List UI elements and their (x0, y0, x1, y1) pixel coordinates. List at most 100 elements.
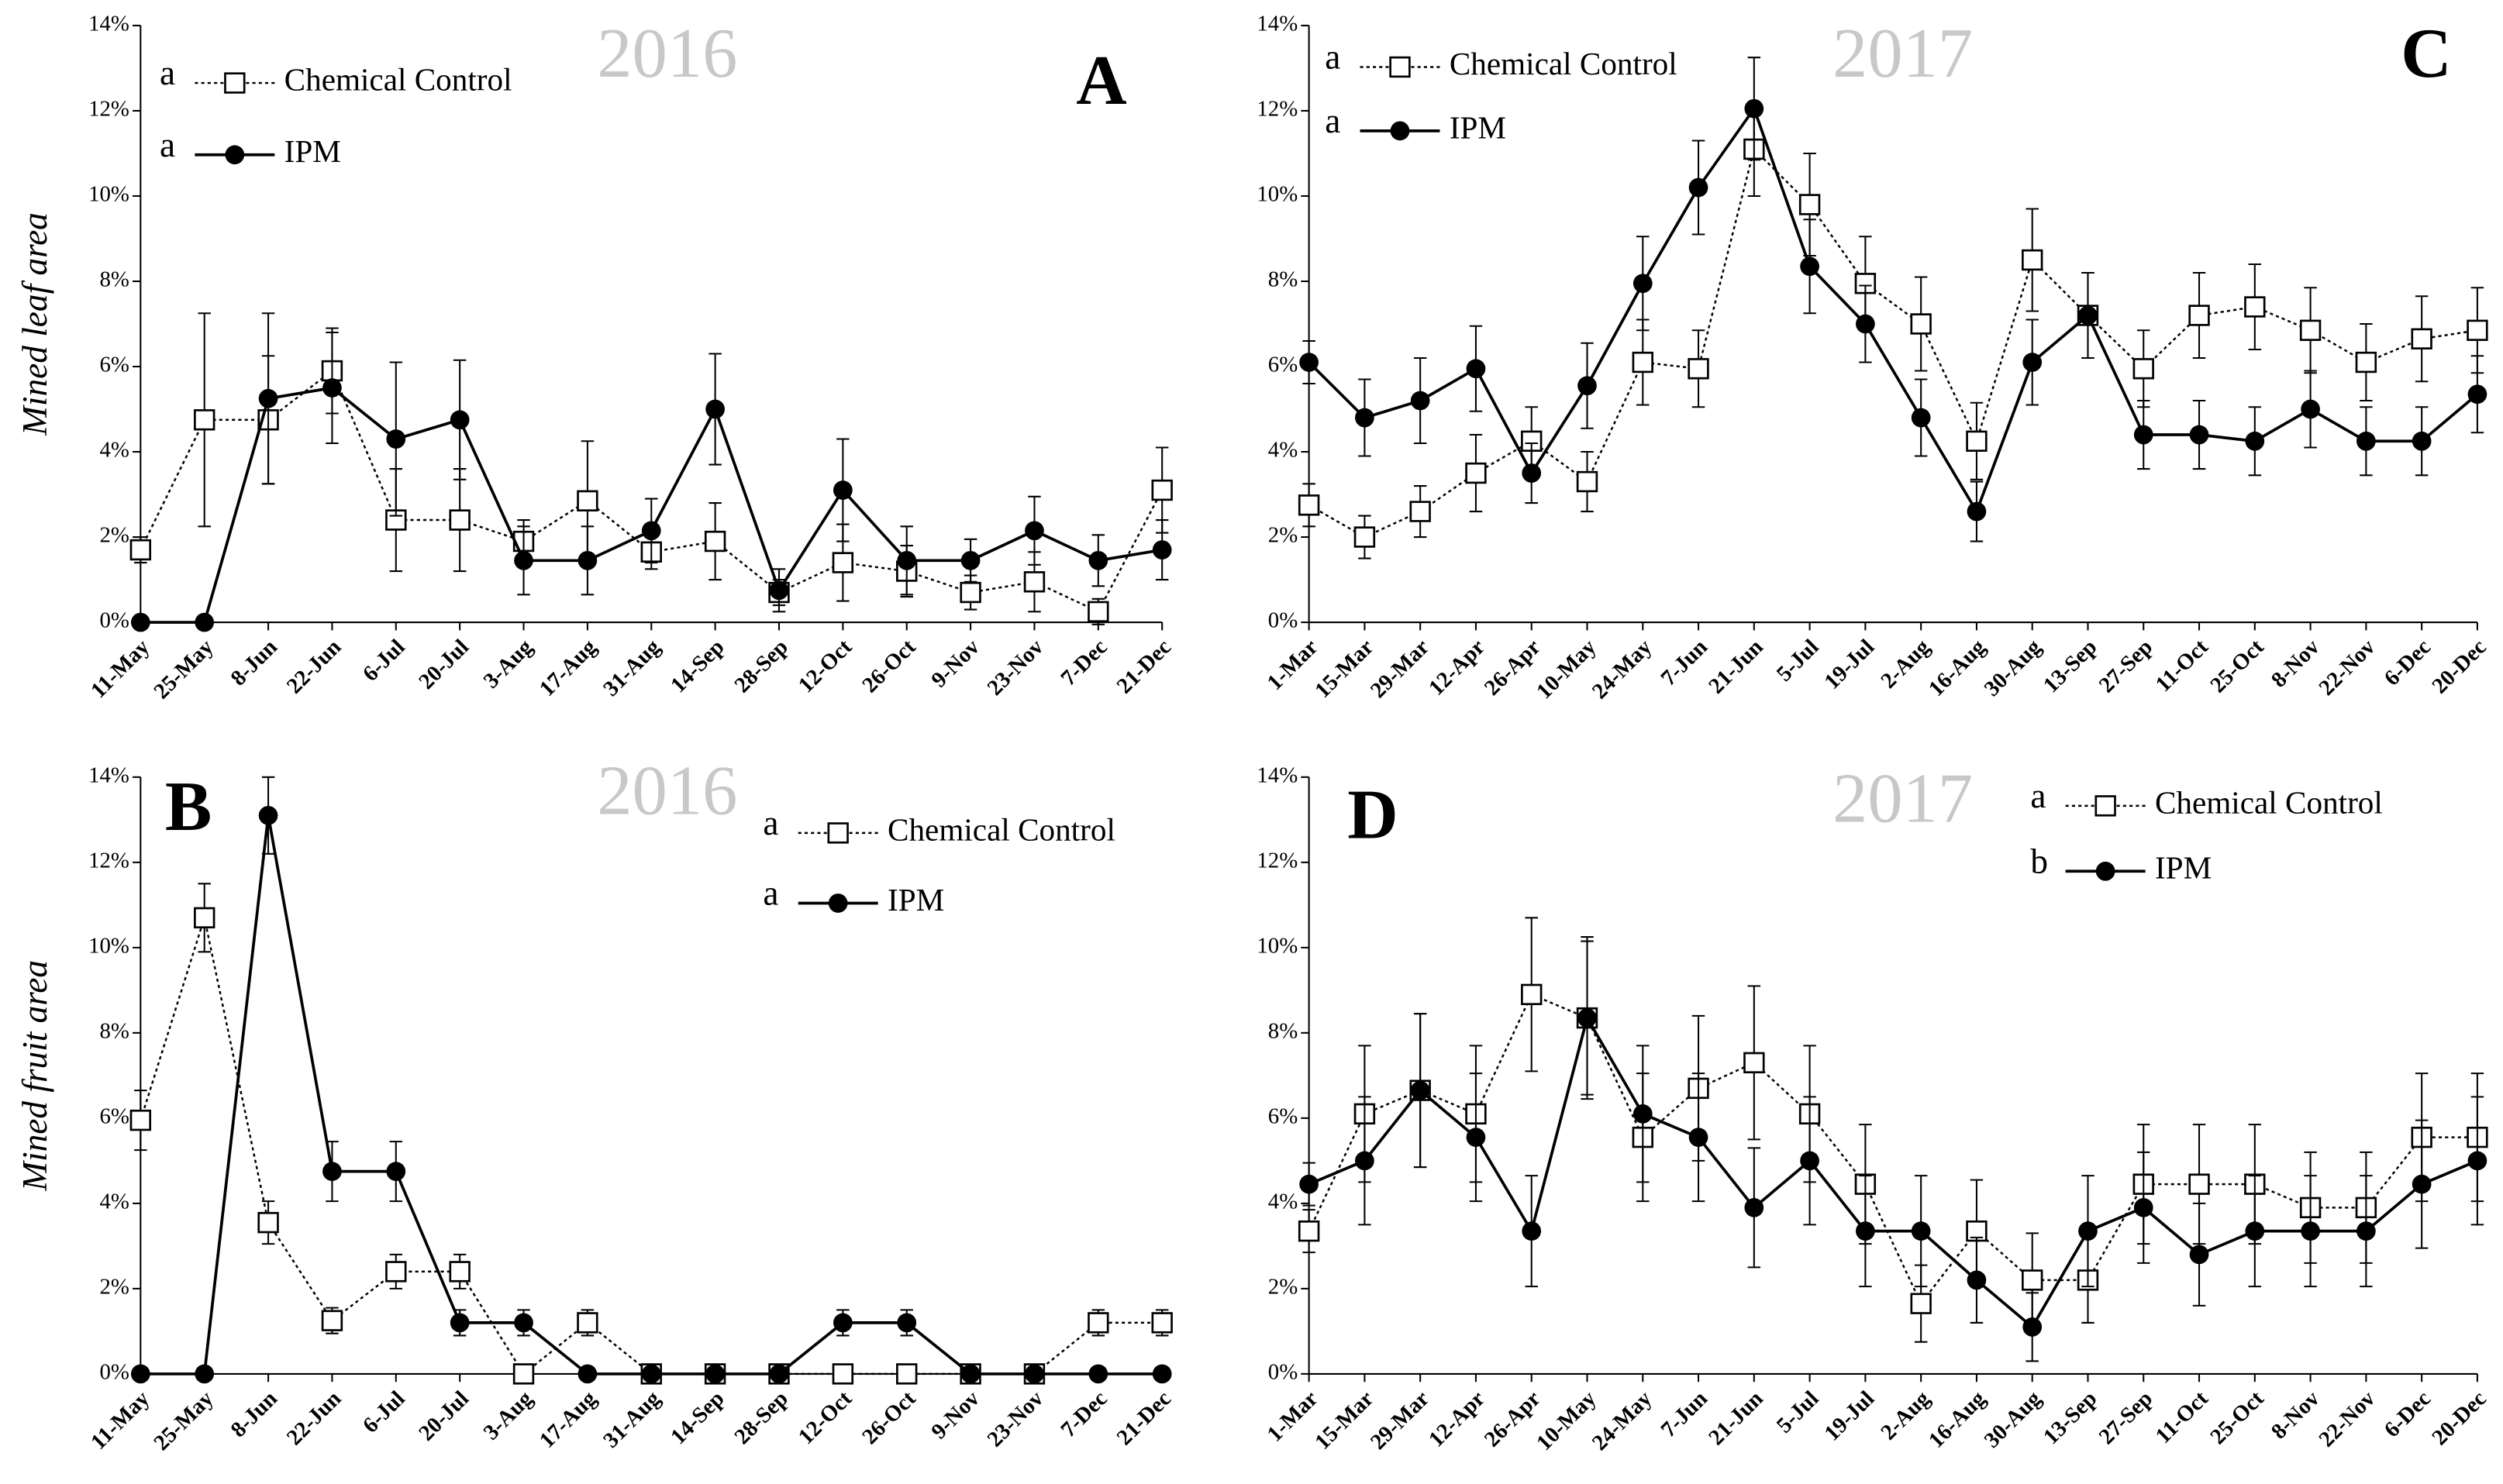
x-tick-label: 8-Jun (226, 635, 281, 690)
x-tick-label: 12-Oct (794, 1386, 857, 1449)
y-tick-label: 14% (88, 763, 129, 787)
legend-significance: a (1325, 38, 1340, 77)
x-tick-label: 23-Nov (982, 1386, 1048, 1451)
data-point (2467, 1151, 2487, 1171)
x-tick-label: 21-Dec (1112, 1386, 1176, 1451)
data-point (449, 1261, 471, 1283)
data-point (1522, 463, 1542, 483)
data-point (129, 1109, 152, 1131)
data-point (1577, 1008, 1597, 1028)
data-point (832, 1363, 854, 1385)
y-tick-label: 0% (100, 1360, 129, 1385)
data-point (194, 907, 215, 929)
data-point (130, 612, 150, 632)
data-point (1688, 358, 1709, 380)
series-line (1308, 1014, 2478, 1330)
x-tick-label: 14-Sep (666, 1386, 729, 1449)
x-tick-label: 21-Dec (1112, 635, 1176, 699)
data-point (2133, 425, 2153, 445)
data-point (1355, 1151, 1374, 1171)
y-tick-label: 0% (100, 608, 129, 633)
data-point (641, 521, 661, 541)
data-point (1152, 1364, 1172, 1384)
x-tick-label: 28-Sep (729, 1386, 792, 1449)
x-tick-label: 13-Sep (2039, 1386, 2101, 1449)
x-tick-label: 20-Jul (414, 635, 474, 694)
legend-significance: a (763, 804, 778, 842)
legend-significance: a (160, 53, 175, 92)
data-point (1088, 1312, 1109, 1334)
legend-marker (1389, 56, 1411, 78)
data-point (833, 1313, 853, 1333)
data-point (129, 539, 152, 561)
legend-label: Chemical Control (1450, 46, 1677, 81)
data-point (1152, 540, 1172, 560)
x-tick-label: 15-Mar (1310, 635, 1378, 703)
legend-marker (2095, 861, 2115, 881)
y-tick-label: 4% (1268, 438, 1298, 463)
x-tick-label: 30-Aug (1980, 1386, 2046, 1452)
data-point (195, 1364, 215, 1384)
data-point (1744, 1198, 1764, 1217)
y-tick-label: 2% (100, 1275, 129, 1300)
data-point (2411, 328, 2432, 349)
x-tick-label: 12-Apr (1424, 635, 1490, 701)
y-tick-label: 6% (1268, 353, 1298, 377)
data-point (896, 1363, 918, 1385)
data-point (1800, 1151, 1819, 1171)
data-point (1466, 359, 1486, 379)
x-tick-label: 10-May (1532, 634, 1601, 704)
legend-significance: a (763, 874, 778, 913)
x-tick-label: 15-Mar (1310, 1386, 1378, 1455)
data-point (1151, 1312, 1173, 1334)
data-point (1800, 257, 1819, 277)
data-point (1298, 494, 1320, 516)
series-line (140, 369, 1164, 613)
data-point (1744, 98, 1764, 119)
x-tick-label: 7-Jun (1656, 1386, 1712, 1442)
x-tick-label: 3-Aug (479, 1386, 538, 1444)
series-line (1308, 993, 2477, 1306)
data-point (385, 1261, 407, 1283)
y-axis-title: Mined fruit area (16, 960, 54, 1192)
x-tick-label: 31-Aug (598, 1386, 665, 1452)
legend-significance: a (2030, 776, 2046, 815)
data-point (2078, 305, 2098, 325)
legend-label: IPM (284, 133, 341, 169)
data-point (195, 612, 215, 632)
data-point (1409, 501, 1431, 522)
x-tick-label: 16-Aug (1924, 634, 1991, 701)
data-point (1576, 470, 1598, 493)
panel-label: B (165, 767, 212, 845)
data-point (1911, 1221, 1931, 1241)
y-tick-label: 2% (100, 523, 129, 548)
data-point (1151, 479, 1173, 501)
data-point (1353, 526, 1376, 548)
data-point (386, 429, 406, 449)
data-point (1088, 550, 1108, 570)
y-tick-label: 8% (1268, 267, 1298, 292)
data-point (1088, 601, 1109, 623)
legend-marker (2094, 795, 2116, 817)
y-tick-label: 10% (88, 182, 129, 207)
legend-marker (225, 145, 245, 165)
x-tick-label: 19-Jul (1819, 1386, 1879, 1446)
data-point (2245, 431, 2265, 451)
data-point (1632, 351, 1653, 374)
data-point (1632, 274, 1653, 294)
x-tick-label: 20-Jul (414, 1386, 474, 1446)
y-tick-label: 4% (100, 1189, 129, 1214)
x-tick-label: 31-Aug (598, 634, 665, 701)
legend-label: Chemical Control (2155, 784, 2383, 820)
data-point (1465, 462, 1487, 484)
y-tick-label: 6% (100, 1104, 129, 1128)
data-point (577, 550, 598, 570)
y-tick-label: 10% (88, 933, 129, 958)
y-axis-title: Mined leaf area (16, 212, 54, 436)
data-point (2301, 399, 2320, 419)
data-point (1967, 501, 1987, 522)
data-point (1967, 1270, 1987, 1290)
y-tick-label: 0% (1268, 1360, 1298, 1385)
data-point (1410, 1080, 1430, 1100)
